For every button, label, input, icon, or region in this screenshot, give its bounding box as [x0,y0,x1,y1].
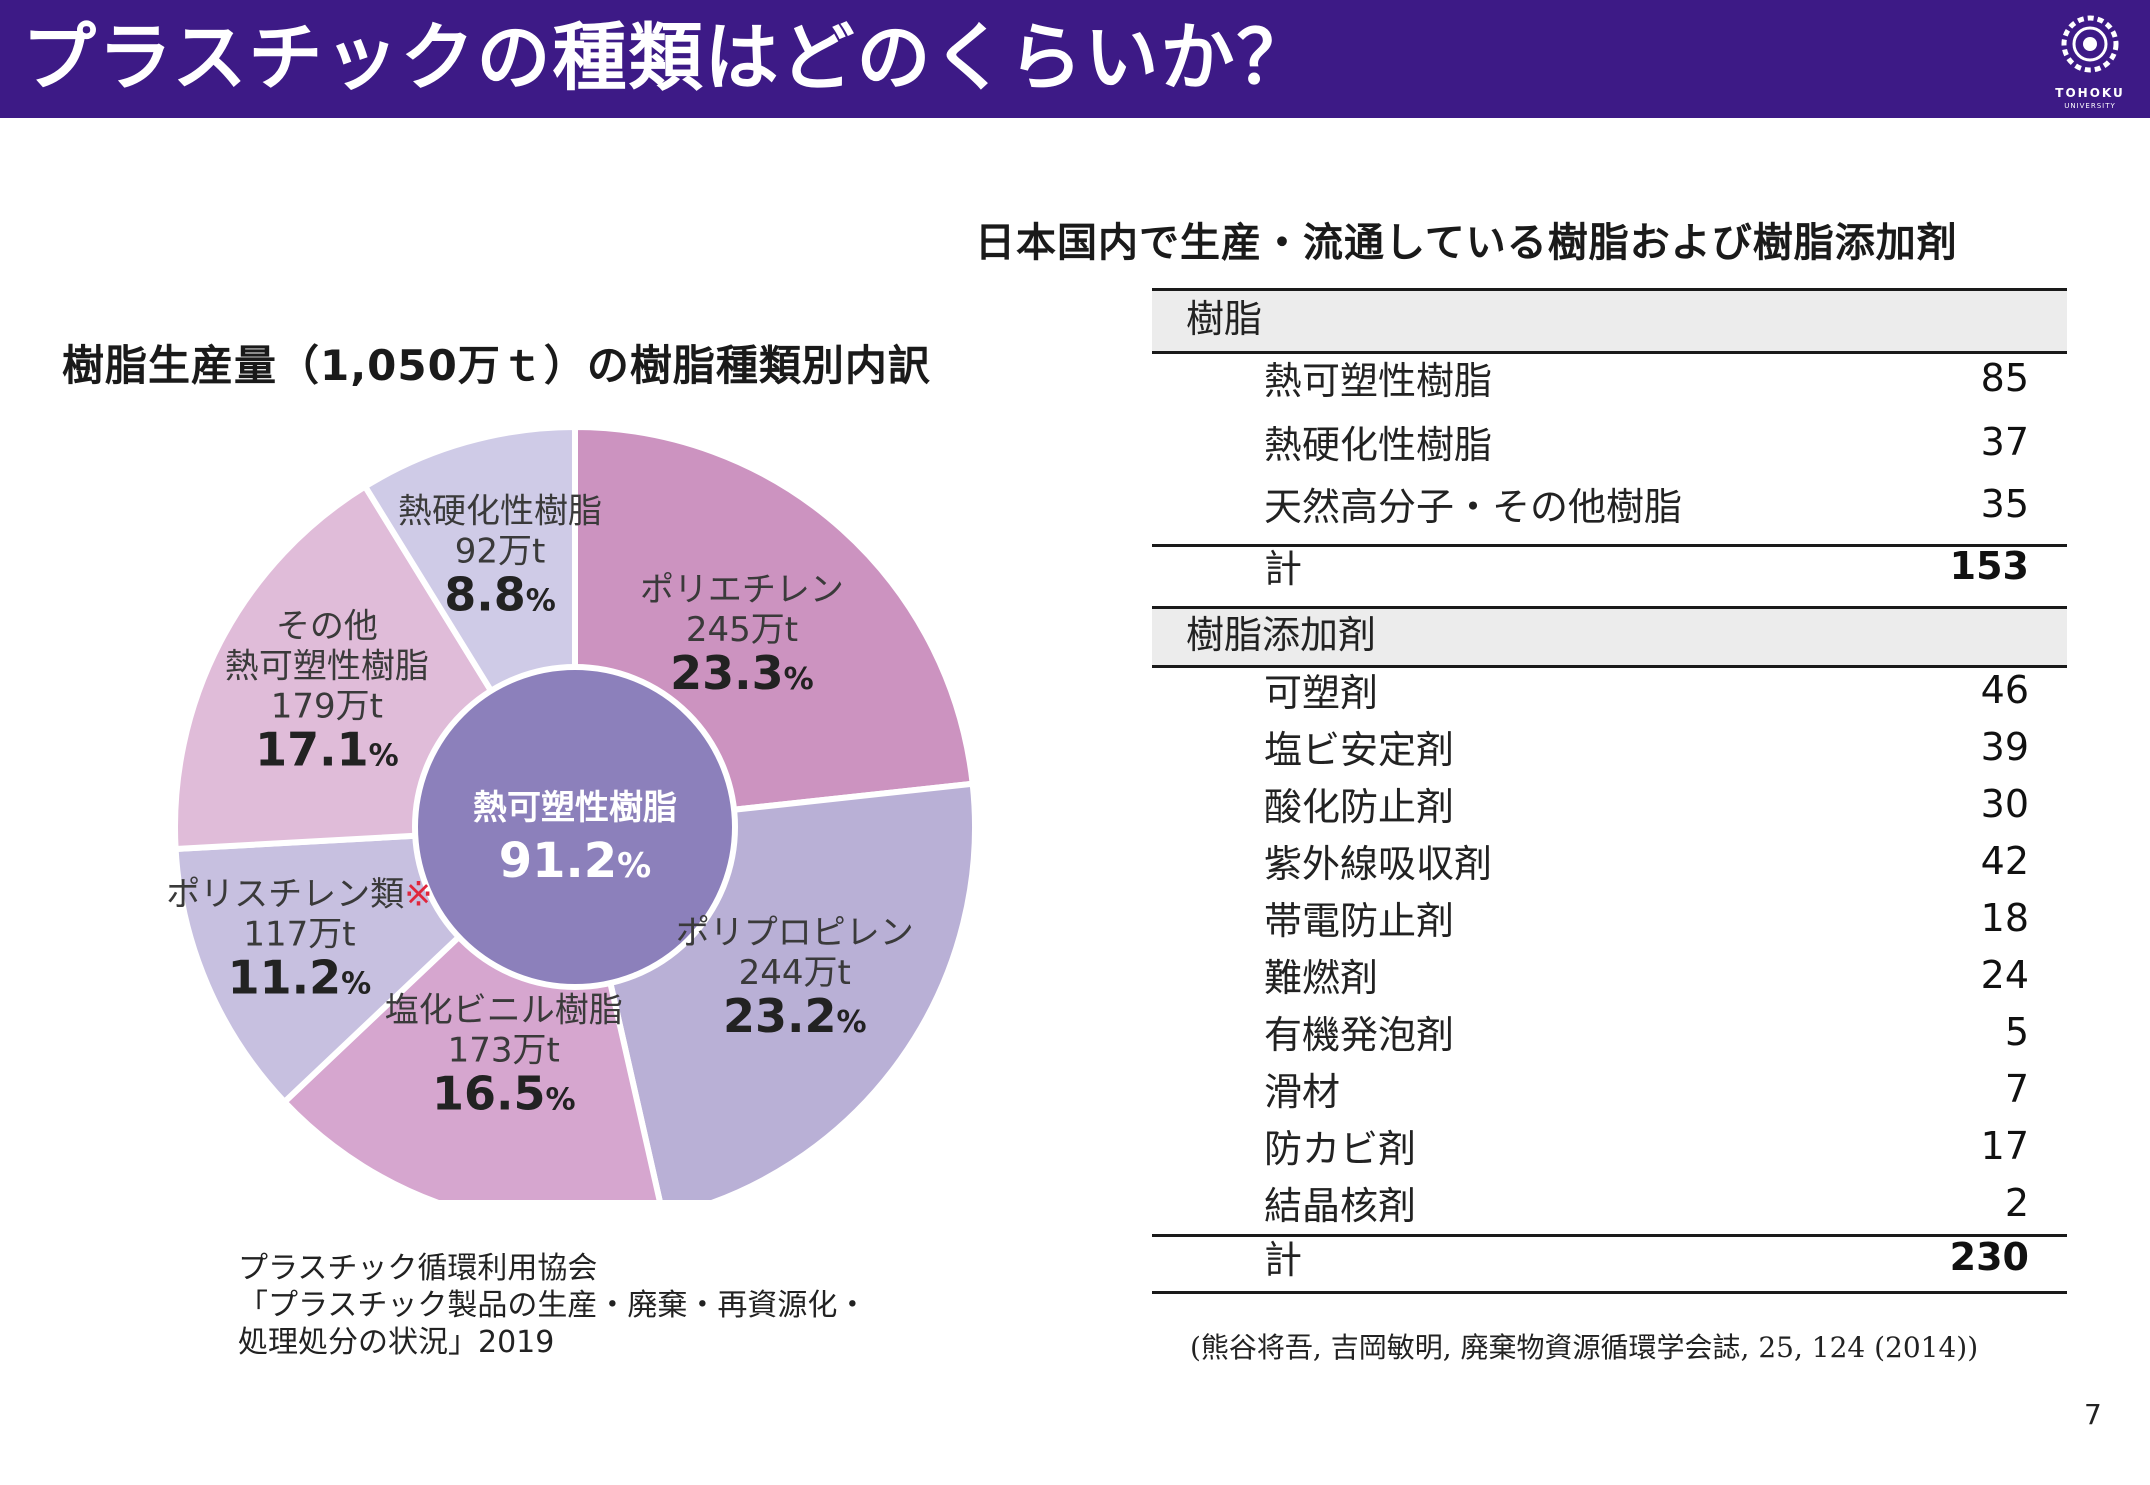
table-row-value: 17 [1980,1124,2029,1168]
table-row-name: 難燃剤 [1264,956,1379,1000]
slice-percent: 8.8% [444,567,556,621]
table-row-name: 紫外線吸収剤 [1264,842,1493,886]
logo-emblem-icon [2061,15,2119,73]
page-number: 7 [2084,1398,2102,1431]
logo-subtext: UNIVERSITY [2064,102,2116,110]
total-value: 153 [1949,544,2029,588]
table-row-value: 5 [2004,1010,2029,1054]
table-row-value: 46 [1980,668,2029,712]
table-row-value: 85 [1980,356,2029,400]
table-row-name: 可塑剤 [1264,671,1379,715]
table-row-value: 2 [2004,1181,2029,1225]
source-line: 処理処分の状況」2019 [238,1325,555,1360]
table-row-name: 有機発泡剤 [1264,1013,1455,1057]
slice-label: 熱硬化性樹脂 [398,491,602,531]
header-bar: プラスチックの種類はどのくらいか？ TOHOKU UNIVERSITY [0,0,2150,118]
total-value: 230 [1949,1235,2029,1279]
table-row-value: 18 [1980,896,2029,940]
category-band [1152,609,2067,665]
pie-chart-title: 樹脂生産量（1,050万ｔ）の樹脂種類別内訳 [62,341,931,390]
table-row-name: 防カビ剤 [1264,1127,1417,1171]
slice-amount: 117万t [243,915,355,955]
table-row-value: 24 [1980,953,2029,997]
table-row-name: 塩ビ安定剤 [1264,728,1455,772]
slice-label: ポリプロピレン [676,913,914,953]
table-row-name: 酸化防止剤 [1264,785,1455,829]
slice-amount: 244万t [739,953,851,993]
center-circle [412,664,738,990]
slide-title: プラスチックの種類はどのくらいか？ [22,15,1313,101]
table-rule [1152,606,2067,609]
table-row-name: 滑材 [1264,1070,1341,1114]
source-citation-right: (熊谷将吾, 吉岡敏明, 廃棄物資源循環学会誌, 25, 124 (2014)) [1190,1331,1979,1364]
category-band [1152,291,2067,351]
table-row-name: 熱可塑性樹脂 [1264,359,1493,403]
source-citation-left: プラスチック循環利用協会 「プラスチック製品の生産・廃棄・再資源化・ 処理処分の… [238,1250,867,1361]
table-row-value: 30 [1980,782,2029,826]
table-row-name: 結晶核剤 [1264,1184,1417,1228]
slice-label: ポリスチレン類※ [166,875,433,915]
slice-label: 塩化ビニル樹脂 [385,990,623,1030]
category-label: 樹脂添加剤 [1186,613,1377,657]
source-line: プラスチック循環利用協会 [238,1251,598,1286]
university-logo: TOHOKU UNIVERSITY [2048,8,2132,112]
category-label: 樹脂 [1186,297,1263,341]
logo-text: TOHOKU [2055,86,2125,100]
table-row-value: 42 [1980,839,2029,883]
total-label: 計 [1264,1238,1303,1282]
table-rule [1152,544,2067,547]
table-row-name: 天然高分子・その他樹脂 [1264,485,1683,529]
slice-amount: 173万t [448,1030,560,1070]
table-rule [1152,665,2067,668]
table-row-value: 37 [1980,420,2029,464]
source-line: 「プラスチック製品の生産・廃棄・再資源化・ [238,1288,868,1323]
table-row-value: 39 [1980,725,2029,769]
slice-amount: 245万t [686,610,798,650]
table-title: 日本国内で生産・流通している樹脂および樹脂添加剤 [975,220,1958,266]
table-row-name: 帯電防止剤 [1264,899,1455,943]
slice-percent: 23.3% [670,646,814,700]
slice-percent: 17.1% [255,722,399,776]
total-label: 計 [1264,547,1303,591]
slice-amount: 179万t [271,686,383,726]
table-row-name: 熱硬化性樹脂 [1264,423,1493,467]
slice-percent: 23.2% [723,989,867,1043]
slice-percent: 11.2% [228,951,372,1005]
slice-label: その他 [276,606,378,646]
table-rule [1152,1291,2067,1294]
table-rule [1152,1234,2067,1237]
slice-label: 熱可塑性樹脂 [225,646,429,686]
table-rule [1152,288,2067,291]
table-row-value: 7 [2004,1067,2029,1111]
center-label: 熱可塑性樹脂 [473,788,677,828]
slice-percent: 16.5% [432,1066,576,1120]
slice-amount: 92万t [455,531,546,571]
slice-label: ポリエチレン [640,570,844,610]
table-rule [1152,351,2067,354]
table-row-value: 35 [1980,482,2029,526]
slice-percent: 91.2% [499,833,652,889]
